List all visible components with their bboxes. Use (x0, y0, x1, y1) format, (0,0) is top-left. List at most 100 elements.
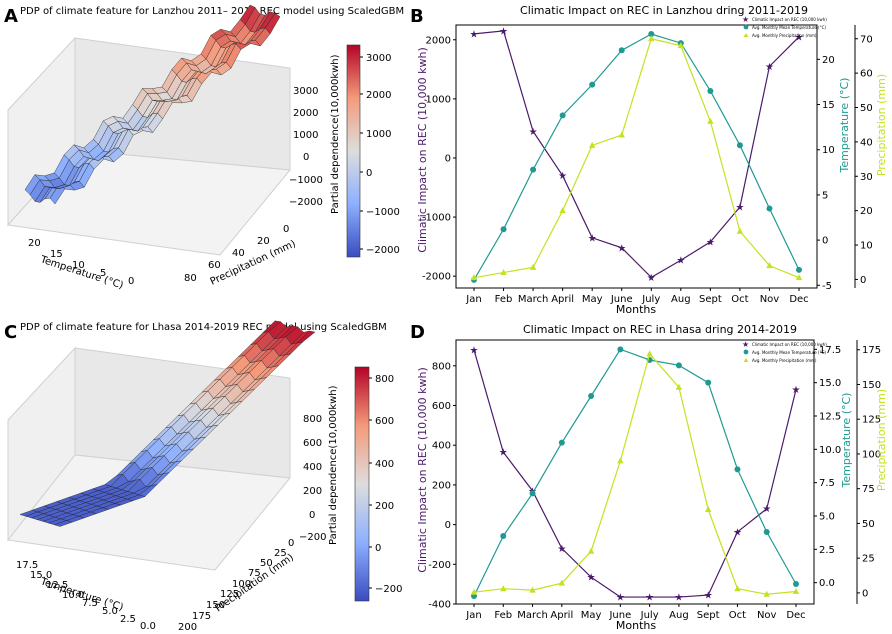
temp-tick-label: 12.5 (819, 412, 841, 423)
surface-plot-a (24, 4, 281, 205)
point-star: ★ (587, 573, 596, 584)
point-triangle (707, 117, 714, 124)
axis-c-y-ticks: 0 25 50 75 100 125 150 175 200 (178, 538, 294, 633)
point-triangle (470, 274, 478, 281)
x-tick-label: Feb (494, 610, 512, 621)
colorbar-c (354, 366, 370, 602)
point-star: ★ (795, 32, 804, 43)
cb-c-tick-2: 400 (375, 459, 394, 470)
x-tick-label: Aug (669, 610, 689, 621)
legend-d-entry-1: Avg. Monthly Mean Temperature (°C) (752, 350, 826, 355)
tick-c-y-8: 200 (178, 622, 197, 633)
x-tick-label: May (582, 294, 603, 305)
point-star: ★ (557, 544, 566, 555)
legend-d-marker-0: ★ (742, 340, 749, 349)
series-line-precip (473, 352, 797, 595)
axis-c-z-ticks: 800 600 400 200 0 −200 (299, 414, 326, 543)
point-circle (559, 112, 566, 119)
precip-tick-label: 125 (862, 415, 881, 426)
cb-a-tick-3: 0 (366, 168, 372, 179)
cb-c-tick-5: −200 (375, 584, 402, 595)
x-tick-label: Jan (465, 610, 481, 621)
left-tick-label: 0 (445, 520, 451, 531)
x-tick-label: Feb (495, 294, 513, 305)
point-circle (530, 166, 537, 173)
point-triangle (529, 586, 536, 593)
legend-d-marker-1 (743, 349, 749, 355)
panel-d: D Climatic Impact on REC in Lhasa dring … (410, 322, 888, 632)
x-tick-label: Dec (789, 294, 808, 305)
colorbar-a-ticks: 3000 2000 1000 0 −1000 −2000 (360, 53, 400, 256)
cb-c-tick-0: 800 (375, 374, 394, 385)
point-star: ★ (762, 504, 771, 515)
point-star: ★ (735, 203, 744, 214)
temp-tick-label: 10.0 (819, 445, 841, 456)
x-tick-label: Aug (671, 294, 691, 305)
series-line-temp (473, 33, 800, 281)
axis-a-zlabel: Partial dependence(10,000kwh) (330, 54, 341, 214)
point-circle (617, 346, 624, 353)
point-triangle (648, 35, 655, 42)
tick-a-x-3: 5 (100, 268, 106, 279)
legend-b-marker-0: ★ (742, 15, 749, 24)
cb-a-tick-4: −1000 (366, 207, 400, 218)
axis-b-ylabel-precip: Precipitation (mm) (875, 74, 888, 176)
tick-c-x-1: 15.0 (30, 570, 52, 581)
temp-tick-label: 5.0 (819, 512, 835, 523)
tick-c-x-2: 12.5 (46, 580, 68, 591)
axis-d-xlabel: Months (616, 619, 656, 632)
point-circle (705, 379, 712, 386)
x-tick-label: Dec (786, 610, 805, 621)
panel-letter-d: D (410, 322, 425, 343)
x-tick-label: June (608, 610, 631, 621)
tick-c-z-3: 200 (303, 486, 322, 497)
tick-c-y-0: 0 (288, 538, 294, 549)
left-tick-label: -2000 (422, 272, 451, 283)
x-tick-label: July (641, 294, 660, 305)
precip-tick-label: 175 (862, 345, 881, 356)
series-line-precip (473, 38, 800, 279)
point-triangle (734, 585, 741, 592)
point-triangle (795, 274, 803, 281)
tick-c-x-0: 17.5 (16, 560, 38, 571)
x-tick-label: April (551, 294, 574, 305)
legend-d-entry-0: Climatic Impact on REC (10,000 kwh) (752, 342, 827, 347)
point-star: ★ (676, 256, 685, 267)
precip-tick-label: 50 (860, 103, 873, 114)
line-chart-b: Jan Feb March April May June July Aug Sept Oct Nov… (422, 25, 873, 305)
precip-tick-label: 25 (862, 554, 875, 565)
legend-b-entry-0: Climatic Impact on REC (10,000 kwh) (752, 17, 827, 22)
left-tick-label: -200 (428, 560, 451, 571)
point-circle (529, 490, 536, 497)
tick-c-z-4: 0 (309, 510, 315, 521)
tick-a-x-2: 10 (72, 260, 85, 271)
point-triangle (617, 457, 624, 464)
panel-b: B Climatic Impact on REC in Lanzhou drin… (410, 4, 888, 316)
point-triangle (675, 383, 683, 390)
legend-b-marker-1 (743, 24, 749, 30)
left-tick-label: 1000 (426, 94, 451, 105)
colorbar-c-ticks: 800 600 400 200 0 −200 (369, 374, 402, 595)
point-circle (763, 529, 770, 535)
cb-a-tick-2: 1000 (366, 129, 391, 140)
point-circle (589, 81, 596, 88)
point-star: ★ (558, 171, 567, 182)
point-star: ★ (704, 591, 713, 602)
point-triangle (529, 263, 537, 270)
plot-frame-d (455, 339, 815, 605)
left-tick-label: 0 (445, 153, 451, 164)
x-tick-label: Nov (757, 610, 777, 621)
tick-c-z-5: −200 (299, 532, 326, 543)
precip-tick-label: 20 (860, 206, 873, 217)
x-tick-label: Nov (760, 294, 780, 305)
tick-a-x-4: 0 (128, 276, 134, 287)
tick-c-y-6: 150 (206, 600, 225, 611)
point-triangle (736, 227, 744, 234)
temp-tick-label: 0 (822, 236, 828, 247)
precip-tick-label: 0 (862, 588, 868, 599)
axis-c-zlabel: Partial dependence(10,000kwh) (328, 385, 339, 545)
temp-tick-label: 10 (822, 145, 835, 156)
x-tick-label: Oct (729, 610, 746, 621)
axis-b-ylabel-temp: Temperature (°C) (838, 78, 851, 174)
